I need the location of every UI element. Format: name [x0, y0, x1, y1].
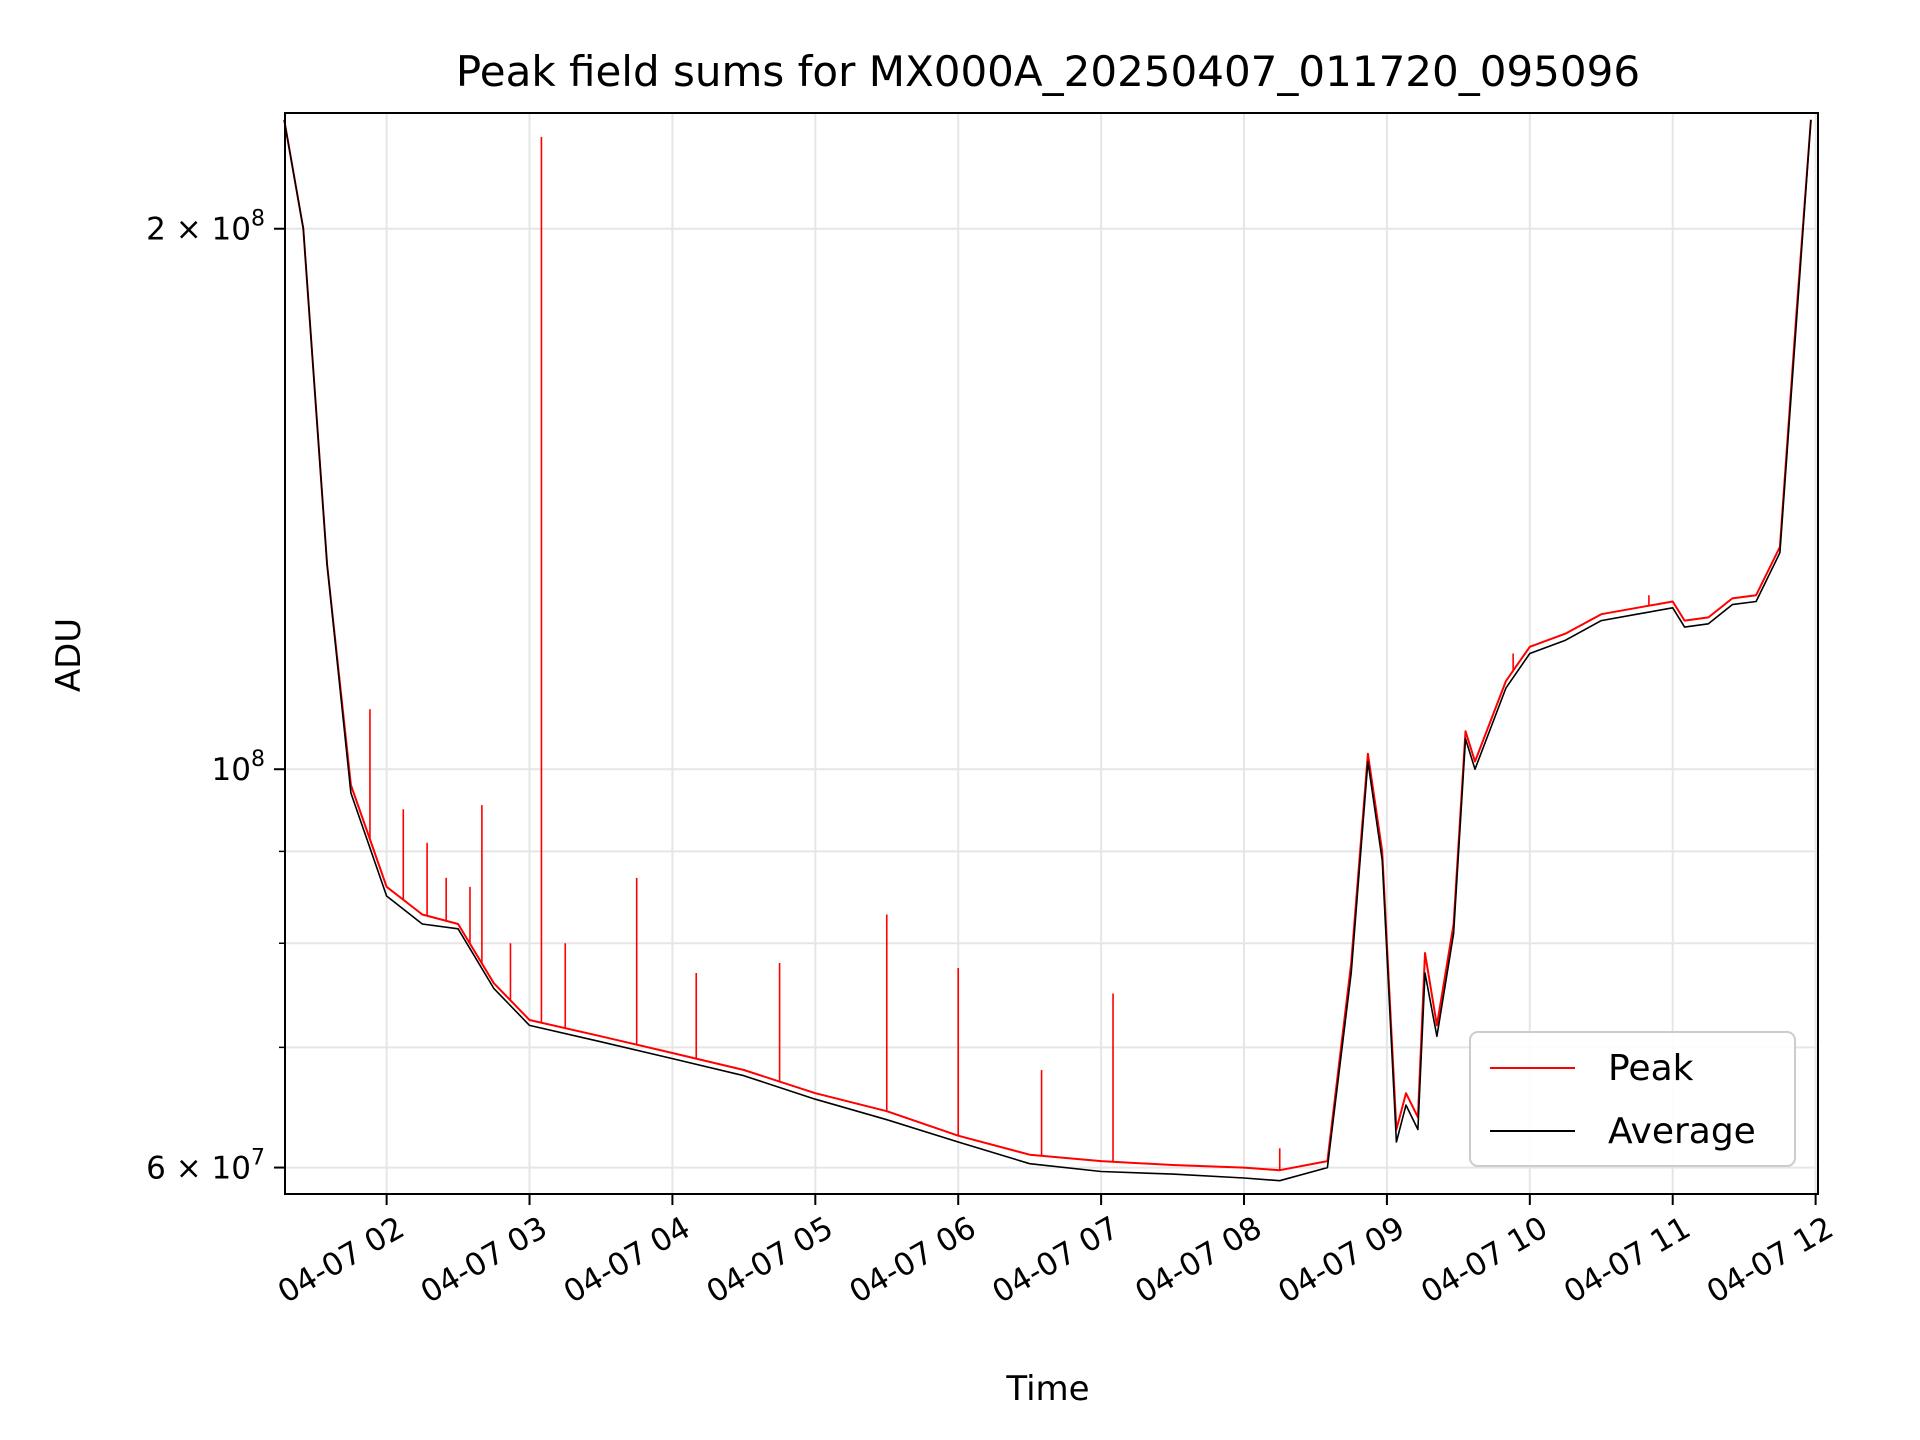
chart-title: Peak field sums for MX000A_20250407_0117…	[456, 47, 1640, 96]
y-axis-title: ADU	[49, 618, 89, 692]
legend-box	[1469, 1031, 1796, 1167]
legend: Peak Average	[1469, 1031, 1796, 1167]
y-tick-label: 2 × 108	[146, 207, 265, 248]
x-axis-title: Time	[1005, 1369, 1089, 1409]
series-average-line	[283, 119, 1812, 1182]
legend-label-peak: Peak	[1608, 1048, 1694, 1089]
grid	[285, 113, 1818, 1194]
legend-label-average: Average	[1608, 1111, 1756, 1152]
series-peak-line	[283, 119, 1812, 1172]
y-tick-label: 108	[212, 747, 265, 788]
plot-area	[283, 119, 1812, 1182]
plot-frame	[284, 112, 1819, 1195]
y-tick-label: 6 × 107	[146, 1146, 265, 1187]
